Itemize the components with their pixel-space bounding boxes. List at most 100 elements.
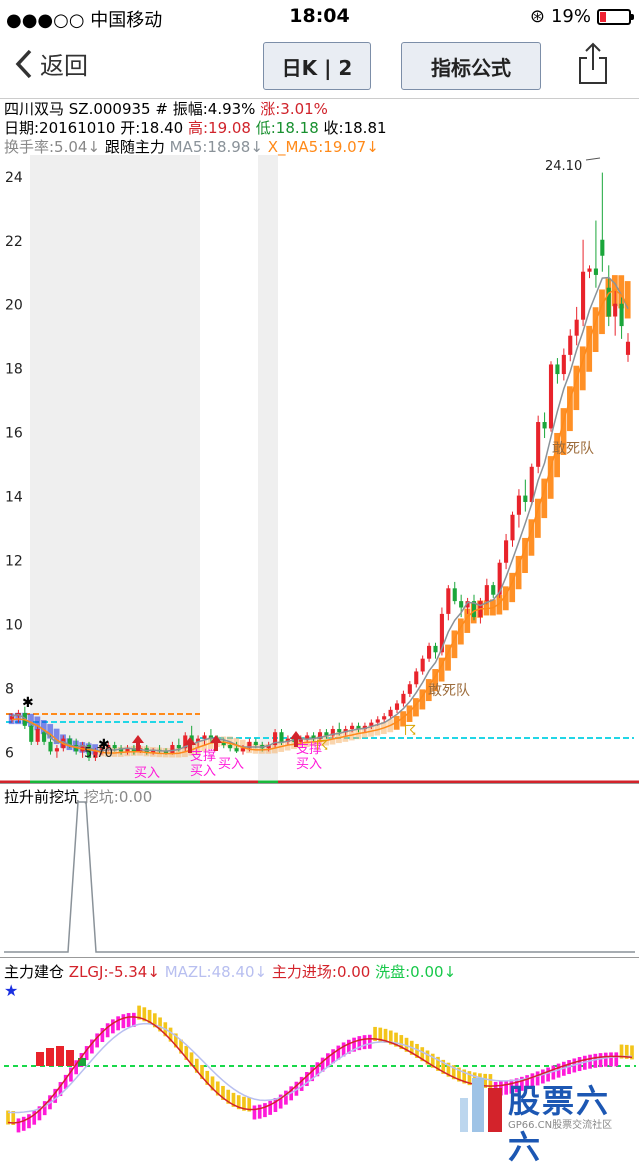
y-tick-label: 24 [5, 170, 23, 186]
accum-bar [551, 1065, 556, 1080]
candle [42, 732, 47, 742]
accum-bar [315, 1062, 320, 1077]
accum-bar [273, 1097, 278, 1112]
accum-bar [383, 1028, 388, 1043]
candle [497, 562, 502, 595]
follow-block [579, 346, 586, 391]
candle [439, 613, 444, 653]
accum-bar [357, 1036, 362, 1051]
candle [298, 738, 303, 742]
share-icon[interactable] [577, 42, 609, 86]
accum-bar [173, 1033, 178, 1048]
arrow-up-icon [210, 735, 222, 751]
follow-block [40, 720, 47, 735]
accum-bar [467, 1071, 472, 1086]
candle [112, 745, 117, 749]
quote-line-3: 换手率:5.04↓ 跟随主力 MA5:18.98↓ X_MA5:19.07↓ [4, 139, 379, 156]
accum-bar [184, 1045, 189, 1060]
candle [452, 588, 457, 602]
main-entry-bar [66, 1050, 74, 1066]
candle [247, 741, 252, 749]
kline-chart[interactable]: 24 22 20 18 16 14 12 10 8 6 24.10 5.70 买入 买入 买入 买… [0, 155, 639, 785]
navigation-bar: 返回 日K | 2 指标公式 [0, 34, 639, 99]
candle [446, 588, 451, 614]
follow-block [28, 713, 34, 727]
candle [54, 748, 59, 752]
candle [29, 725, 34, 742]
accum-bar [326, 1053, 330, 1068]
follow-block [618, 275, 625, 309]
candle [86, 745, 92, 758]
follow-block [438, 657, 445, 682]
candle [125, 748, 130, 752]
accum-bar [341, 1042, 346, 1057]
candle [382, 716, 387, 720]
accum-bar [132, 1012, 136, 1027]
period-button[interactable]: 日K | 2 [263, 42, 371, 90]
accum-bar [624, 1044, 629, 1059]
back-button[interactable]: 返回 [14, 46, 88, 81]
candle [362, 725, 367, 730]
support-label-2: 支撑 [296, 742, 322, 757]
dare-label-1: 敢死队 [428, 683, 470, 699]
follow-block [105, 747, 111, 757]
accum-bar [415, 1043, 419, 1058]
change: 涨:3.01% [260, 100, 328, 118]
accum-bar [84, 1046, 89, 1061]
accum-bar [116, 1016, 120, 1031]
candle [625, 341, 631, 355]
buy-label-1: 买入 [134, 766, 160, 781]
accum-bar [95, 1033, 99, 1048]
y-tick-label: 6 [5, 745, 14, 761]
candle [240, 748, 246, 752]
support-label-1: 支撑 [190, 749, 216, 764]
accum-bar [121, 1014, 126, 1029]
accum-bar [320, 1057, 325, 1072]
accum-bar [221, 1085, 225, 1100]
accum-bar [63, 1074, 68, 1089]
main-entry-bar [46, 1048, 54, 1066]
candle [176, 745, 181, 749]
accum-bar [520, 1076, 524, 1091]
pit-panel-title: 拉升前挖坑 挖坑:0.00 [4, 786, 152, 807]
accum-bar [152, 1013, 157, 1028]
candle [593, 268, 598, 275]
main-entry-bar [36, 1052, 44, 1066]
accum-bar [446, 1062, 451, 1077]
carrier-label: ●●●○○ 中国移动 [6, 10, 163, 31]
accum-bar [231, 1092, 236, 1107]
candle [536, 422, 541, 467]
formula-button[interactable]: 指标公式 [401, 42, 541, 90]
accum-bar [525, 1075, 529, 1090]
follow-block [592, 307, 599, 352]
pit-chart [4, 801, 635, 953]
runner-icon: ☈ [404, 723, 417, 739]
accum-bar [168, 1027, 173, 1042]
accum-bar [399, 1035, 404, 1050]
wash-value: 洗盘:0.00↓ [375, 963, 457, 981]
accum-bar [242, 1096, 246, 1111]
accum-bar [194, 1058, 199, 1073]
follow-block [541, 478, 548, 519]
candle [99, 748, 104, 752]
lock-rotation-icon: ⊛ [529, 6, 545, 27]
follow-block [252, 743, 259, 754]
accum-bar [457, 1067, 461, 1082]
accum-bar [278, 1094, 283, 1109]
accum-bar [420, 1047, 425, 1062]
accum-bar [257, 1104, 262, 1119]
accum-bar [462, 1069, 467, 1084]
candle [600, 239, 605, 256]
watermark-logo-icon [460, 1078, 502, 1132]
accum-bar [362, 1035, 367, 1050]
ma5-value: MA5:18.98↓ [169, 138, 263, 156]
accum-bar [21, 1116, 26, 1131]
accum-bar [236, 1095, 241, 1110]
candle [350, 725, 355, 730]
follow-block [457, 618, 464, 645]
accum-bar [483, 1073, 488, 1088]
candle [568, 335, 573, 355]
accum-bar [630, 1045, 634, 1060]
candles [9, 172, 631, 762]
follow-block [406, 705, 413, 722]
